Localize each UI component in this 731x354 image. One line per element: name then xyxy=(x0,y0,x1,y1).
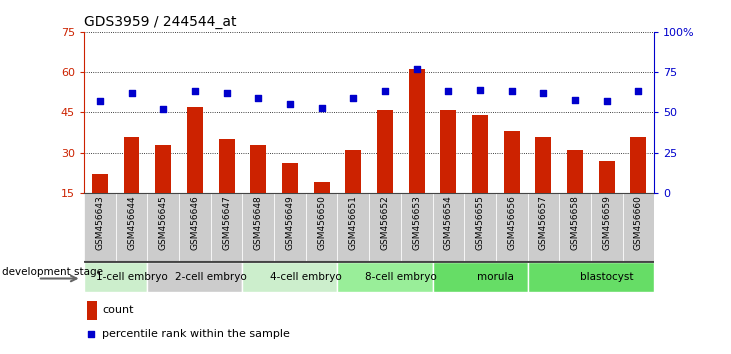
Text: GSM456652: GSM456652 xyxy=(381,195,390,250)
Bar xyxy=(377,110,393,193)
Bar xyxy=(433,193,464,262)
Bar xyxy=(623,193,654,262)
Point xyxy=(252,95,264,101)
Bar xyxy=(472,115,488,193)
Bar xyxy=(87,301,97,320)
Bar xyxy=(306,193,338,262)
Bar xyxy=(536,137,551,193)
Text: GSM456643: GSM456643 xyxy=(96,195,105,250)
Point xyxy=(86,331,97,337)
Text: percentile rank within the sample: percentile rank within the sample xyxy=(102,329,290,339)
Text: GSM456657: GSM456657 xyxy=(539,195,548,250)
Point xyxy=(537,90,549,96)
Point xyxy=(189,88,201,94)
Bar xyxy=(504,131,520,193)
Point xyxy=(632,88,644,94)
Bar xyxy=(124,137,140,193)
Bar xyxy=(496,193,528,262)
Bar xyxy=(187,107,203,193)
Text: development stage: development stage xyxy=(1,268,102,278)
Point xyxy=(379,88,391,94)
Bar xyxy=(433,262,528,292)
Point xyxy=(442,88,454,94)
Bar xyxy=(84,193,115,262)
Point xyxy=(157,106,169,112)
Text: GSM456650: GSM456650 xyxy=(317,195,326,250)
Bar xyxy=(409,69,425,193)
Bar xyxy=(369,193,401,262)
Bar xyxy=(155,144,171,193)
Point xyxy=(316,105,327,110)
Point xyxy=(126,90,137,96)
Bar xyxy=(115,193,148,262)
Bar xyxy=(338,193,369,262)
Bar xyxy=(243,262,338,292)
Bar xyxy=(528,193,559,262)
Text: GSM456647: GSM456647 xyxy=(222,195,231,250)
Bar xyxy=(84,262,148,292)
Point xyxy=(474,87,486,93)
Bar xyxy=(274,193,306,262)
Bar xyxy=(219,139,235,193)
Bar xyxy=(599,161,615,193)
Text: morula: morula xyxy=(477,272,515,282)
Text: GSM456646: GSM456646 xyxy=(191,195,200,250)
Bar xyxy=(282,164,298,193)
Text: 4-cell embryo: 4-cell embryo xyxy=(270,272,341,282)
Text: GSM456651: GSM456651 xyxy=(349,195,357,250)
Bar xyxy=(528,262,654,292)
Point xyxy=(601,98,613,104)
Text: GSM456653: GSM456653 xyxy=(412,195,421,250)
Point xyxy=(221,90,232,96)
Bar xyxy=(250,144,266,193)
Text: blastocyst: blastocyst xyxy=(580,272,634,282)
Text: GSM456648: GSM456648 xyxy=(254,195,262,250)
Bar xyxy=(440,110,456,193)
Point xyxy=(347,95,359,101)
Bar xyxy=(591,193,623,262)
Bar xyxy=(346,150,361,193)
Bar xyxy=(630,137,646,193)
Bar xyxy=(243,193,274,262)
Text: GSM456659: GSM456659 xyxy=(602,195,611,250)
Text: GSM456644: GSM456644 xyxy=(127,195,136,250)
Text: GSM456645: GSM456645 xyxy=(159,195,167,250)
Text: GDS3959 / 244544_at: GDS3959 / 244544_at xyxy=(84,16,237,29)
Bar xyxy=(567,150,583,193)
Text: GSM456654: GSM456654 xyxy=(444,195,452,250)
Bar xyxy=(401,193,433,262)
Text: count: count xyxy=(102,306,134,315)
Bar xyxy=(179,193,211,262)
Bar xyxy=(314,182,330,193)
Point xyxy=(506,88,518,94)
Text: GSM456655: GSM456655 xyxy=(476,195,485,250)
Text: 2-cell embryo: 2-cell embryo xyxy=(175,272,246,282)
Bar xyxy=(148,193,179,262)
Text: 1-cell embryo: 1-cell embryo xyxy=(96,272,167,282)
Bar xyxy=(92,174,108,193)
Point xyxy=(284,102,296,107)
Point xyxy=(569,97,581,102)
Text: 8-cell embryo: 8-cell embryo xyxy=(365,272,436,282)
Point xyxy=(94,98,106,104)
Text: GSM456656: GSM456656 xyxy=(507,195,516,250)
Bar xyxy=(559,193,591,262)
Bar xyxy=(211,193,243,262)
Point xyxy=(411,66,423,72)
Text: GSM456660: GSM456660 xyxy=(634,195,643,250)
Text: GSM456658: GSM456658 xyxy=(571,195,580,250)
Bar xyxy=(338,262,433,292)
Text: GSM456649: GSM456649 xyxy=(286,195,295,250)
Bar xyxy=(148,262,243,292)
Bar xyxy=(464,193,496,262)
